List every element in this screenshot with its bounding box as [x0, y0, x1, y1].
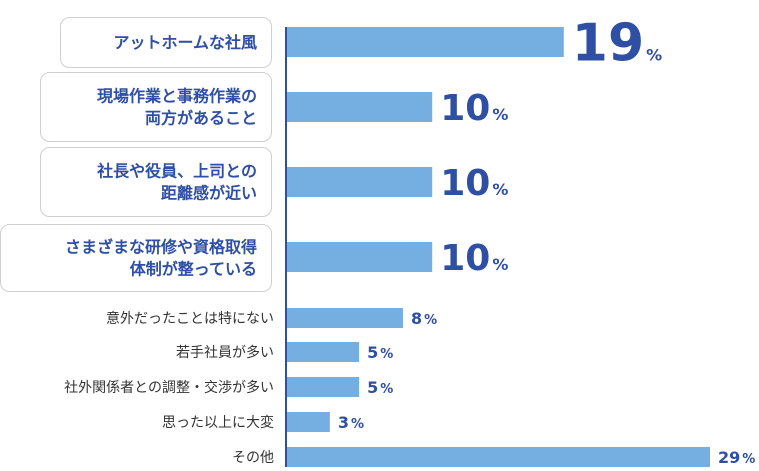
category-box	[60, 17, 272, 68]
data-label-unit: %	[380, 382, 393, 397]
data-label-unit: %	[492, 255, 508, 274]
data-label-unit: %	[380, 347, 393, 362]
data-label: 8%	[411, 309, 437, 328]
category-label: 両方があること	[145, 109, 257, 128]
category-label: 若手社員が多い	[176, 344, 274, 361]
bar	[286, 242, 433, 272]
data-label: 3%	[338, 413, 364, 432]
bar	[286, 342, 360, 362]
data-label: 29%	[718, 448, 755, 467]
bar	[286, 167, 433, 197]
bar	[286, 92, 433, 122]
data-label-unit: %	[492, 180, 508, 199]
category-label: その他	[232, 450, 274, 466]
data-label-unit: %	[492, 105, 508, 124]
category-label: 距離感が近い	[161, 184, 257, 203]
data-label: 10%	[440, 88, 508, 129]
data-label: 10%	[440, 238, 508, 279]
category-label: さまざまな研修や資格取得	[65, 238, 257, 257]
category-label: 意外だったことは特にない	[106, 310, 274, 327]
data-label-unit: %	[351, 417, 364, 432]
category-box	[0, 224, 272, 292]
category-label: アットホームな社風	[113, 33, 257, 52]
data-label: 19%	[572, 14, 662, 74]
data-label-unit: %	[742, 452, 755, 467]
bar	[286, 308, 403, 328]
category-label: 思った以上に大変	[162, 414, 274, 431]
data-label: 5%	[367, 378, 393, 397]
data-label-unit: %	[646, 46, 662, 65]
data-label: 10%	[440, 163, 508, 204]
data-label-unit: %	[424, 313, 437, 328]
category-label: 社長や役員、上司との	[96, 162, 257, 181]
bar	[286, 27, 564, 57]
category-box	[40, 72, 272, 142]
data-label: 5%	[367, 343, 393, 362]
bar	[286, 412, 330, 432]
bar	[286, 377, 360, 397]
category-label: 体制が整っている	[130, 260, 257, 279]
category-box	[40, 147, 272, 217]
category-label: 現場作業と事務作業の	[97, 87, 257, 106]
bar	[286, 447, 710, 467]
category-label: 社外関係者との調整・交渉が多い	[64, 379, 274, 396]
